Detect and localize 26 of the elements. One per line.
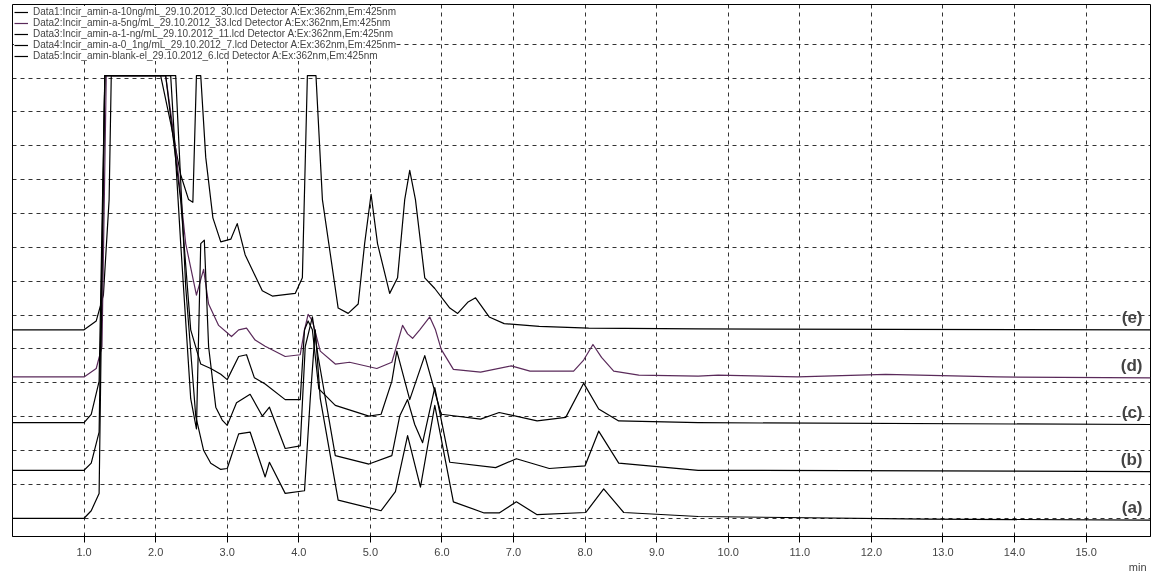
x-axis-title: min xyxy=(1128,560,1147,573)
x-tick-label: 12.0 xyxy=(860,545,883,558)
x-tick-label: 15.0 xyxy=(1075,545,1097,558)
x-tick-label: 4.0 xyxy=(291,545,307,558)
annotation: (d) xyxy=(1120,355,1143,375)
x-tick-label: 8.0 xyxy=(577,545,593,558)
x-tick-label: 2.0 xyxy=(148,545,164,558)
annotation: (a) xyxy=(1121,498,1143,518)
legend-label: Data5:Incir_amin-blank-el_29.10.2012_6.lcd Detector A:Ex:362nm,Em:425nm xyxy=(33,50,378,61)
legend-label: Data3:Incir_amin-a-1-ng/mL_29.10.2012_11.lcd Detector A:Ex:362nm,Em:425nm xyxy=(33,28,393,39)
x-tick-label: 7.0 xyxy=(505,545,522,558)
x-tick-label: 1.0 xyxy=(76,545,92,558)
x-tick-label: 9.0 xyxy=(649,545,665,558)
x-tick-label: 5.0 xyxy=(362,545,379,558)
x-tick-label: 3.0 xyxy=(219,545,235,558)
x-tick-label: 10.0 xyxy=(717,545,739,558)
x-tick-label: 13.0 xyxy=(932,545,954,558)
legend-label: Data2:Incir_amin-a-5ng/mL_29.10.2012_33.lcd Detector A:Ex:362nm,Em:425nm xyxy=(33,17,391,28)
annotation: (e) xyxy=(1121,307,1143,327)
x-tick-label: 14.0 xyxy=(1003,545,1026,558)
annotation: (b) xyxy=(1120,449,1143,469)
x-tick-label: 11.0 xyxy=(789,545,811,558)
annotation: (c) xyxy=(1121,402,1143,422)
legend-label: Data4:Incir_amin-a-0_1ng/mL_29.10.2012_7.lcd Detector A:Ex:362nm,Em:425nm xyxy=(33,39,396,50)
legend-label: Data1:Incir_amin-a-10ng/mL_29.10.2012_30.lcd Detector A:Ex:362nm,Em:425nm xyxy=(33,6,396,17)
x-tick-label: 6.0 xyxy=(434,545,450,558)
